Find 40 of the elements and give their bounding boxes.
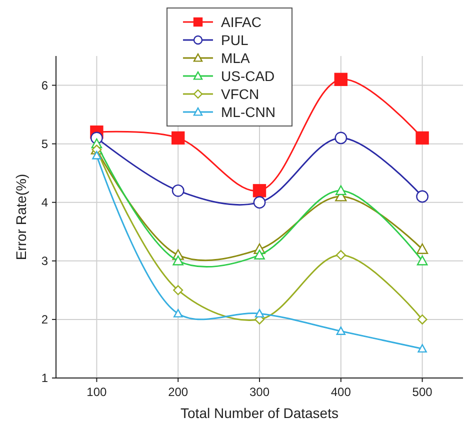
point: [416, 243, 428, 254]
x-tick-label: 400: [330, 385, 352, 399]
legend-label: US-CAD: [221, 68, 275, 84]
legend-label: PUL: [221, 32, 248, 48]
legend-label: VFCN: [221, 86, 260, 102]
y-tick-label: 2: [41, 312, 48, 326]
x-tick-label: 500: [412, 385, 433, 399]
point: [416, 131, 429, 145]
y-tick-label: 3: [41, 254, 48, 268]
x-tick-label: 300: [249, 385, 270, 399]
point: [252, 184, 266, 198]
y-tick-label: 6: [41, 78, 48, 92]
point: [253, 196, 266, 209]
point: [92, 150, 102, 160]
point: [418, 344, 427, 353]
point: [172, 256, 184, 266]
legend-label: AIFAC: [221, 14, 262, 30]
y-tick-label: 1: [41, 371, 48, 385]
x-tick-label: 200: [168, 385, 188, 399]
x-axis-title: Total Number of Datasets: [180, 405, 338, 421]
y-tick-label: 5: [41, 136, 48, 151]
point: [336, 250, 346, 260]
point: [172, 184, 184, 197]
y-axis-title: Error Rate(%): [13, 174, 29, 260]
point: [174, 309, 183, 318]
legend-label: MLA: [221, 50, 250, 66]
x-tick-label: 100: [86, 385, 108, 399]
legend-label: ML-CNN: [221, 104, 276, 120]
point: [173, 285, 184, 296]
point: [336, 326, 346, 335]
point: [417, 314, 428, 324]
point: [254, 309, 264, 318]
point: [416, 190, 428, 203]
y-tick-label: 4: [41, 195, 48, 210]
point: [334, 72, 348, 86]
point: [172, 131, 185, 145]
point: [416, 256, 428, 266]
point: [254, 250, 265, 260]
point: [334, 132, 348, 144]
point: [336, 185, 346, 196]
